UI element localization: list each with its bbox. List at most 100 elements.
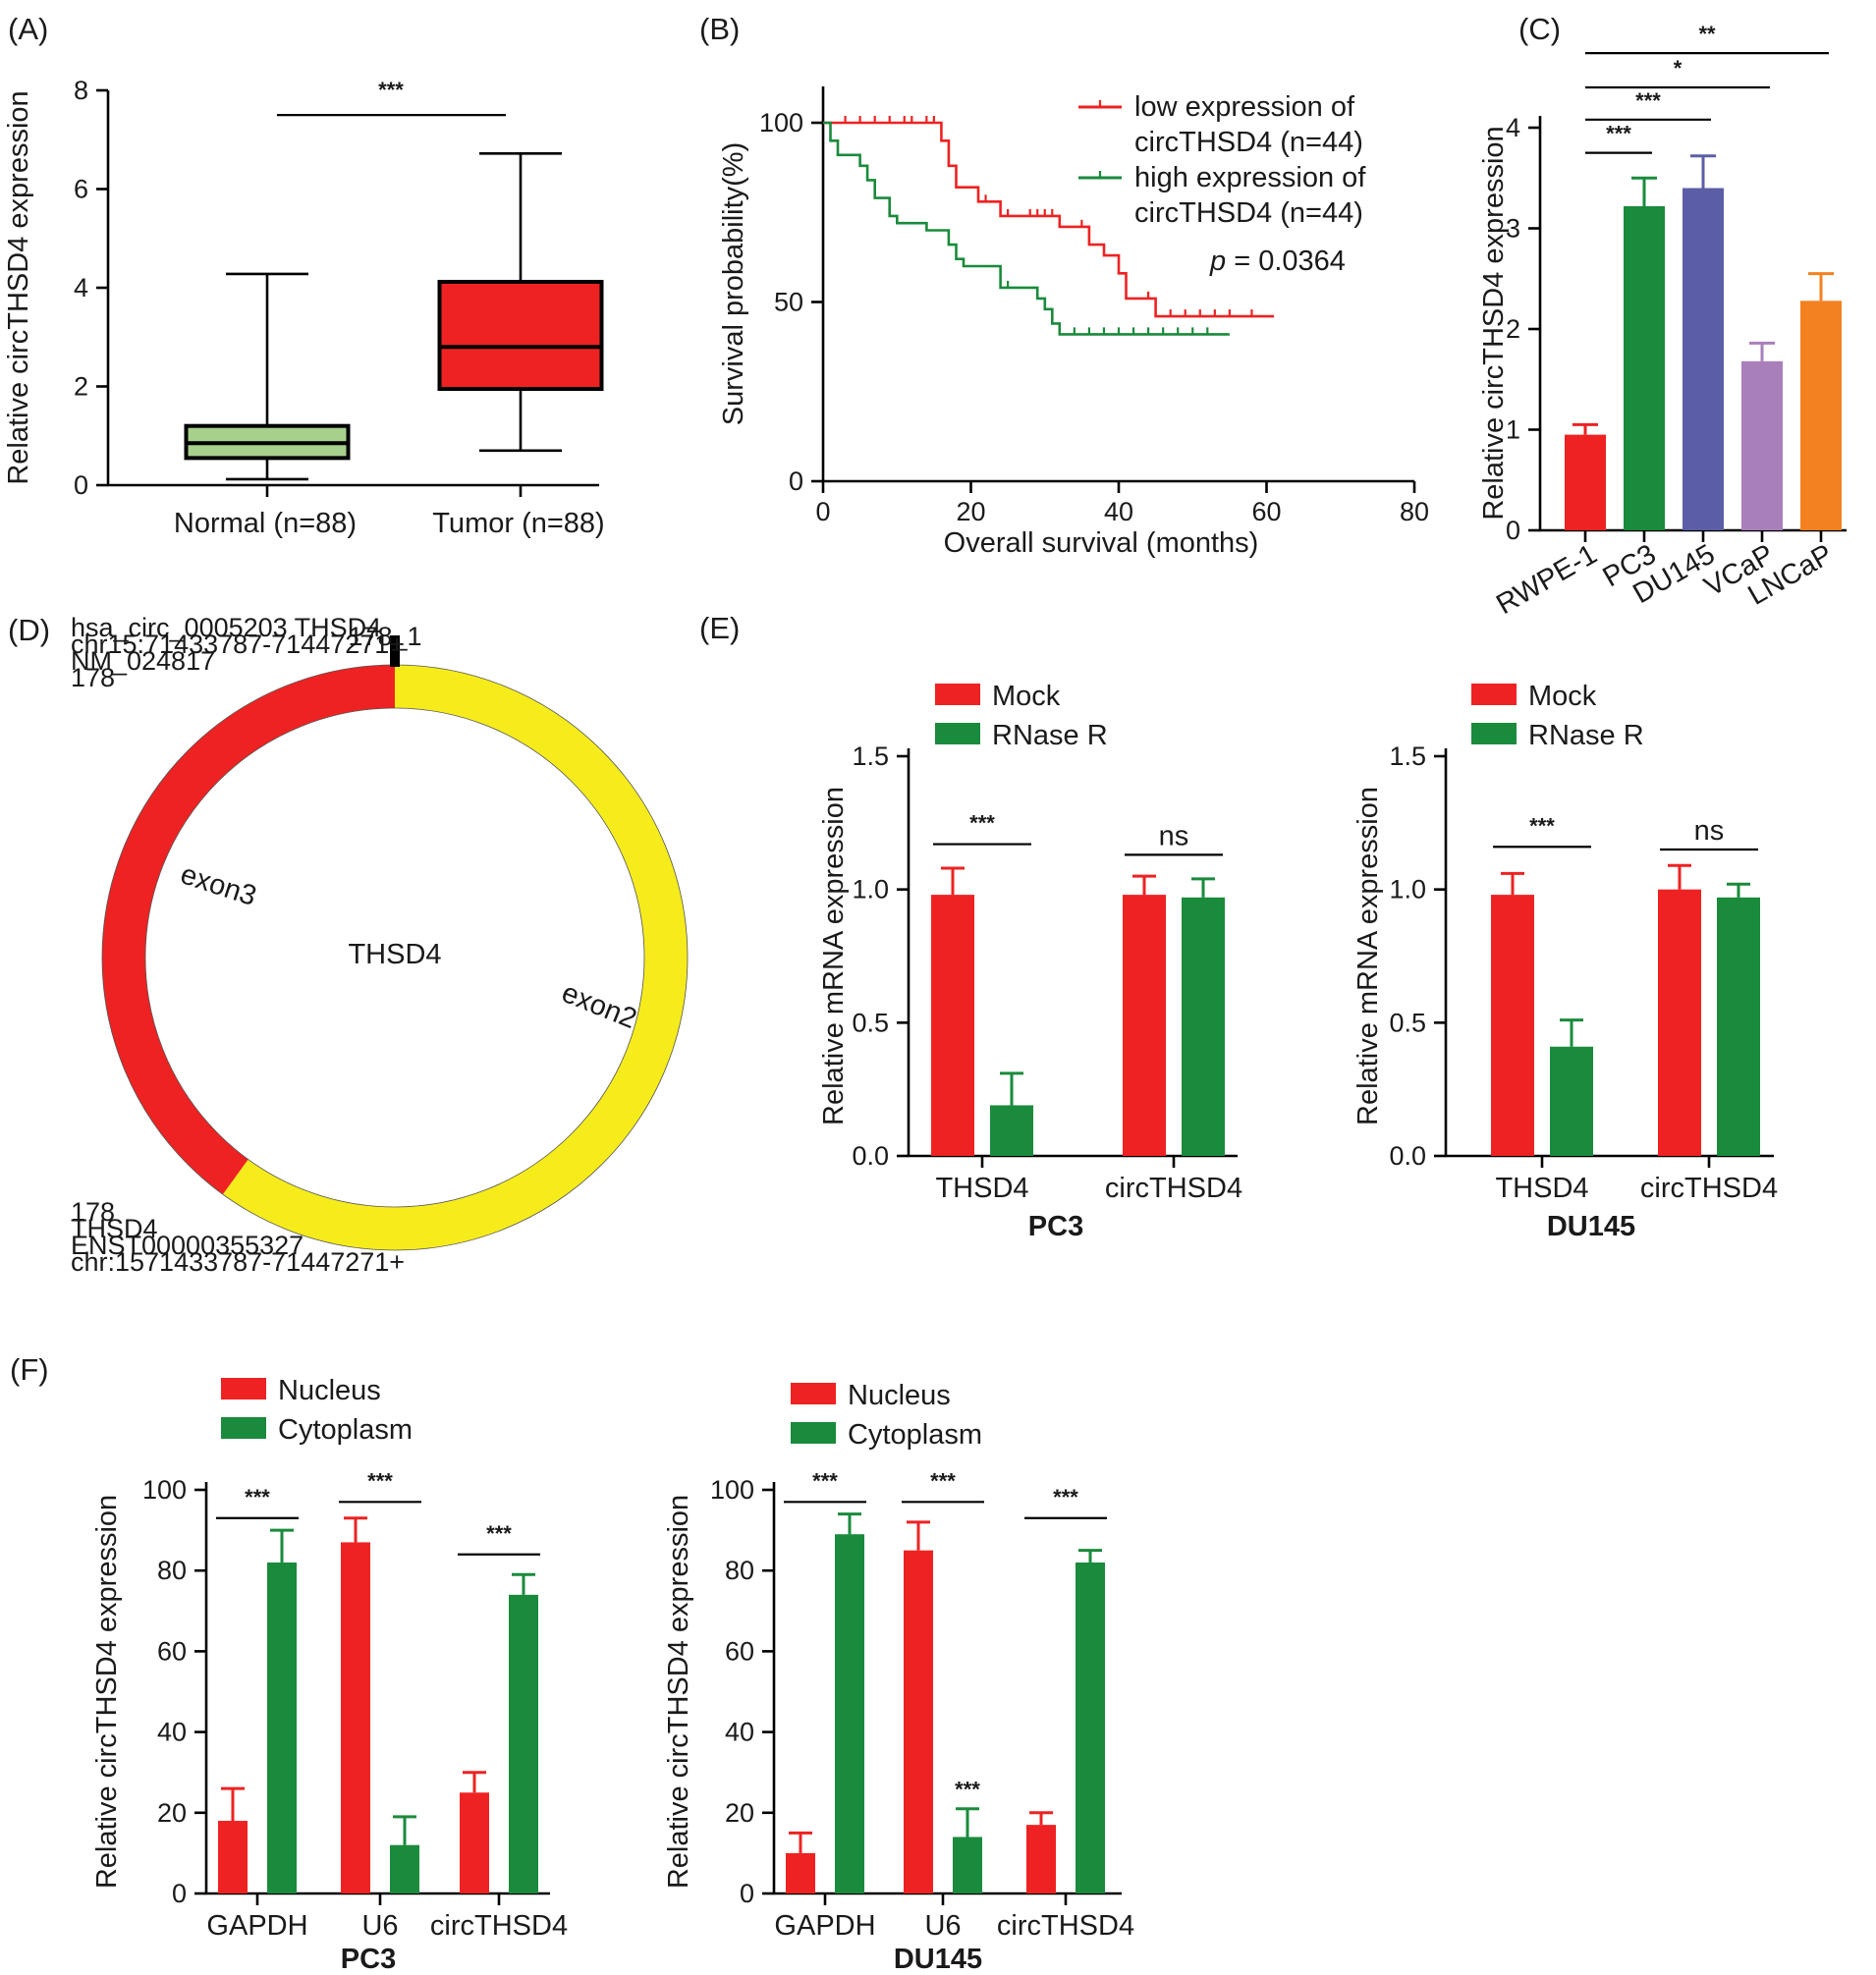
panel-e1-label: (E) <box>699 611 740 645</box>
panel-f2-subtitle: DU145 <box>894 1944 982 1975</box>
panel-f1-legend-text: Cytoplasm <box>278 1414 413 1446</box>
panel-e1-ytick-label: 0.0 <box>852 1141 889 1171</box>
panel-e2-legend-text: RNase R <box>1528 720 1644 751</box>
panel-e2-sig-label: *** <box>1529 813 1555 838</box>
panel-f2-xtick-label: circTHSD4 <box>997 1910 1134 1942</box>
panel-c-bar <box>1741 360 1783 530</box>
circ-info-bottom: THSD4 <box>71 1214 158 1243</box>
panel-f2-legend-text: Cytoplasm <box>848 1419 982 1451</box>
panel-f2-extra-mark: *** <box>955 1778 980 1802</box>
panel-f2-bar <box>786 1852 815 1893</box>
panel-e2-legend-swatch <box>1471 684 1517 705</box>
panel-f1-sig-label: *** <box>486 1521 512 1546</box>
panel-b-ytick-label: 0 <box>789 466 803 496</box>
panel-b-ytick-label: 100 <box>759 108 803 137</box>
panel-a-xtick-label: Normal (n=88) <box>174 508 357 539</box>
panel-a-ytick-label: 4 <box>74 273 88 302</box>
panel-e1-xtick-label: circTHSD4 <box>1105 1173 1242 1204</box>
panel-e1-bar <box>990 1105 1033 1156</box>
panel-b-legend-text: circTHSD4 (n=44) <box>1134 197 1363 229</box>
panel-f2-legend-text: Nucleus <box>848 1380 951 1411</box>
panel-e2-xtick-label: circTHSD4 <box>1640 1173 1778 1204</box>
panel-c-bar <box>1624 205 1665 530</box>
panel-e1-bar <box>1123 895 1166 1156</box>
panel-e1-legend-swatch <box>935 684 980 705</box>
panel-e2-bar <box>1717 897 1760 1156</box>
panel-e2-subtitle: DU145 <box>1547 1211 1635 1242</box>
panel-b-xlabel: Overall survival (months) <box>944 527 1259 559</box>
panel-a-ytick-label: 0 <box>74 470 88 500</box>
panel-c-sig-label: *** <box>1635 88 1661 113</box>
panel-f2-bar <box>1026 1825 1056 1893</box>
panel-b-ytick-label: 50 <box>774 288 803 317</box>
panel-c-ytick-label: 3 <box>1506 214 1520 244</box>
panel-e1-legend-swatch <box>935 723 980 744</box>
panel-e2-ytick-label: 0.5 <box>1389 1008 1426 1037</box>
panel-b-curve-0 <box>823 121 1274 318</box>
panel-f2-bar <box>1076 1562 1105 1893</box>
panel-e2-legend-swatch <box>1471 723 1517 744</box>
circ-info-bottom: ENST00000355327 <box>71 1231 303 1260</box>
panel-e1-ylabel: Relative mRNA expression <box>818 787 850 1125</box>
panel-f1-sig-label: *** <box>245 1485 270 1509</box>
panel-f2-bar <box>904 1550 933 1893</box>
panel-e1-ytick-label: 1.0 <box>852 875 889 905</box>
panel-e2-sig-label: ns <box>1694 815 1725 847</box>
panel-e2-ytick-label: 1.0 <box>1389 875 1426 905</box>
panel-f1-xtick-label: U6 <box>361 1910 398 1942</box>
panel-b-pvalue-p: p <box>1209 246 1226 277</box>
panel-b-xtick-label: 20 <box>956 497 985 526</box>
panel-e1-xtick-label: THSD4 <box>935 1173 1028 1204</box>
panel-e2-bar <box>1550 1046 1593 1156</box>
panel-f2-ytick-label: 0 <box>740 1879 754 1908</box>
panel-b-legend-text: circTHSD4 (n=44) <box>1134 127 1363 158</box>
panel-f2-bar <box>953 1837 982 1893</box>
circ-info-bottom: chr:1571433787-71447271+ <box>71 1247 405 1277</box>
circ-diagram <box>102 665 688 1250</box>
circ-info-top: chr15:71433787-71447271+ <box>71 630 405 659</box>
panel-b-pvalue-value: = 0.0364 <box>1226 246 1346 277</box>
circ-info-bottom: 178 <box>71 1197 115 1227</box>
panel-f2-ylabel: Relative circTHSD4 expression <box>663 1495 694 1889</box>
panel-b-pvalue: p = 0.0364 <box>1209 246 1346 277</box>
panel-a-ylabel: Relative circTHSD4 expression <box>3 90 34 484</box>
panel-f1-ytick-label: 0 <box>172 1879 187 1908</box>
panel-f1-xtick-label: GAPDH <box>206 1910 307 1942</box>
panel-c-bar <box>1565 434 1606 530</box>
circ-info-top: hsa_circ_0005203 THSD4 <box>71 613 381 642</box>
panel-e2-xtick-label: THSD4 <box>1495 1173 1588 1204</box>
panel-b-curve-1 <box>823 121 1230 336</box>
panel-b-label: (B) <box>699 12 740 46</box>
panel-f2-xtick-label: U6 <box>924 1910 961 1942</box>
panel-b-xtick-label: 60 <box>1251 497 1281 526</box>
panel-a-ytick-label: 2 <box>74 372 88 402</box>
panel-e2-bar <box>1658 889 1701 1156</box>
panel-c-sig-label: * <box>1674 56 1683 81</box>
panel-f2-sig-label: *** <box>930 1468 956 1493</box>
panel-e2-ytick-label: 1.5 <box>1389 741 1426 771</box>
panel-c-sig-label: ** <box>1698 22 1716 46</box>
panel-f2-ytick-label: 100 <box>710 1475 754 1505</box>
panel-e1-ytick-label: 1.5 <box>852 741 889 771</box>
panel-e1-legend-text: RNase R <box>992 720 1108 751</box>
panel-e1-bar <box>1182 897 1225 1156</box>
panel-f2-ytick-label: 60 <box>725 1636 754 1666</box>
circ-junction-marker <box>390 635 400 667</box>
circ-segment-exon3 <box>102 665 396 1195</box>
panel-f1-bar <box>218 1821 248 1893</box>
panel-a-label: (A) <box>8 12 48 46</box>
circ-info-top: NM_024817 <box>71 646 215 676</box>
panel-f2-sig-label: *** <box>812 1468 838 1493</box>
panel-f1-sig-label: *** <box>367 1468 393 1493</box>
panel-e1-bar <box>931 895 974 1156</box>
panel-c-bar <box>1800 301 1842 530</box>
panel-c-bar <box>1683 188 1724 530</box>
panel-e1-subtitle: PC3 <box>1028 1211 1083 1242</box>
panel-f1-bar <box>267 1562 297 1893</box>
panel-f2-bar <box>835 1534 864 1893</box>
circ-junction-label: 178_1 <box>348 622 421 651</box>
panel-e2-bar <box>1491 895 1534 1156</box>
panel-f1-legend-swatch <box>221 1417 266 1439</box>
panel-b-legend-text: low expression of <box>1134 91 1355 123</box>
